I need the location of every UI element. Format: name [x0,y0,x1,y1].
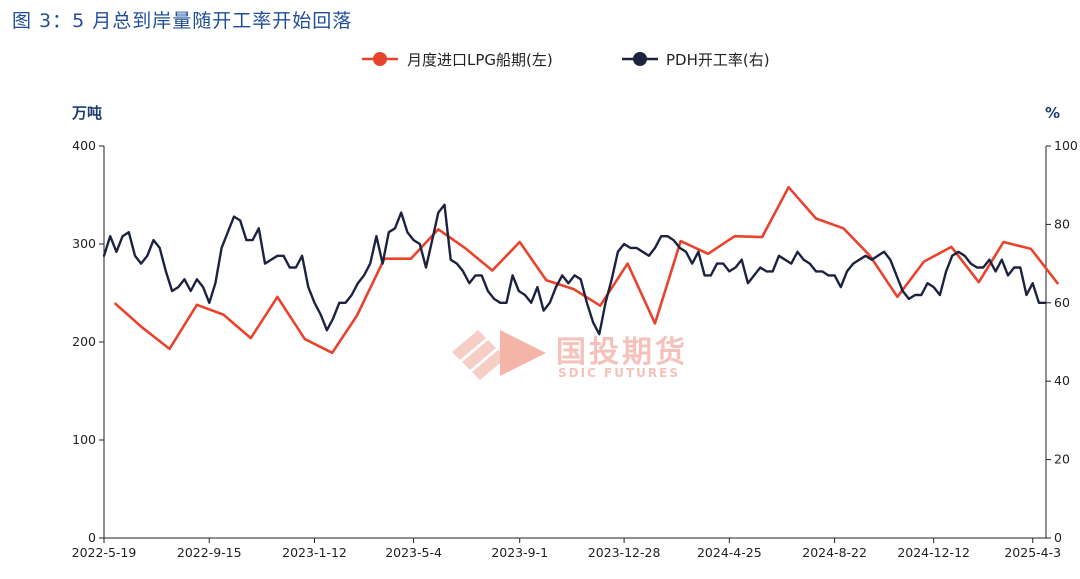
legend-item-pdh[interactable]: PDH开工率(右) [622,51,770,69]
y-right-tick-label: 0 [1054,530,1062,545]
x-tick-label: 2025-4-3 [1004,545,1061,560]
x-tick-label: 2023-5-4 [385,545,442,560]
series-pdh [102,203,1047,336]
y-right-tick-label: 100 [1054,138,1078,153]
watermark-en: SDIC FUTURES [558,366,680,380]
y-right-tick-label: 40 [1054,373,1070,388]
series-line-pdh [102,203,1047,336]
watermark-cn: 国投期货 [556,335,688,370]
y-left-tick-label: 200 [72,334,96,349]
legend-label-pdh: PDH开工率(右) [666,51,770,69]
y-left-tick-label: 100 [72,432,96,447]
watermark: 国投期货 SDIC FUTURES [452,330,688,380]
legend-item-lpg[interactable]: 月度进口LPG船期(左) [362,51,553,69]
axes [99,145,1051,543]
tick-labels: 0 100 200 300 400 0 20 40 60 80 100 2022-5-19 2022-9… [72,138,1078,560]
x-tick-label: 2024-4-25 [697,545,762,560]
y-left-tick-label: 0 [88,530,96,545]
legend: 月度进口LPG船期(左) PDH开工率(右) [362,51,770,69]
figure-title: 图 3：5 月总到岸量随开工率开始回落 [12,10,353,32]
y-right-tick-label: 60 [1054,295,1070,310]
x-tick-label: 2023-1-12 [282,545,347,560]
x-tick-label: 2023-12-28 [588,545,661,560]
series-lpg [114,185,1059,355]
legend-label-lpg: 月度进口LPG船期(左) [407,51,553,69]
legend-marker-lpg [373,52,387,66]
y-left-tick-label: 400 [72,138,96,153]
x-tick-label: 2023-9-1 [491,545,548,560]
y-right-tick-label: 80 [1054,216,1070,231]
right-axis-unit: % [1045,104,1060,122]
legend-marker-pdh [633,52,647,66]
x-tick-label: 2024-12-12 [897,545,970,560]
watermark-logo-icon [452,330,546,380]
y-left-tick-label: 300 [72,236,96,251]
series-line-lpg [114,185,1059,355]
left-axis-unit: 万吨 [71,104,102,122]
x-tick-label: 2022-5-19 [72,545,137,560]
x-tick-label: 2024-8-22 [802,545,867,560]
y-right-tick-label: 20 [1054,452,1070,467]
x-tick-label: 2022-9-15 [177,545,242,560]
